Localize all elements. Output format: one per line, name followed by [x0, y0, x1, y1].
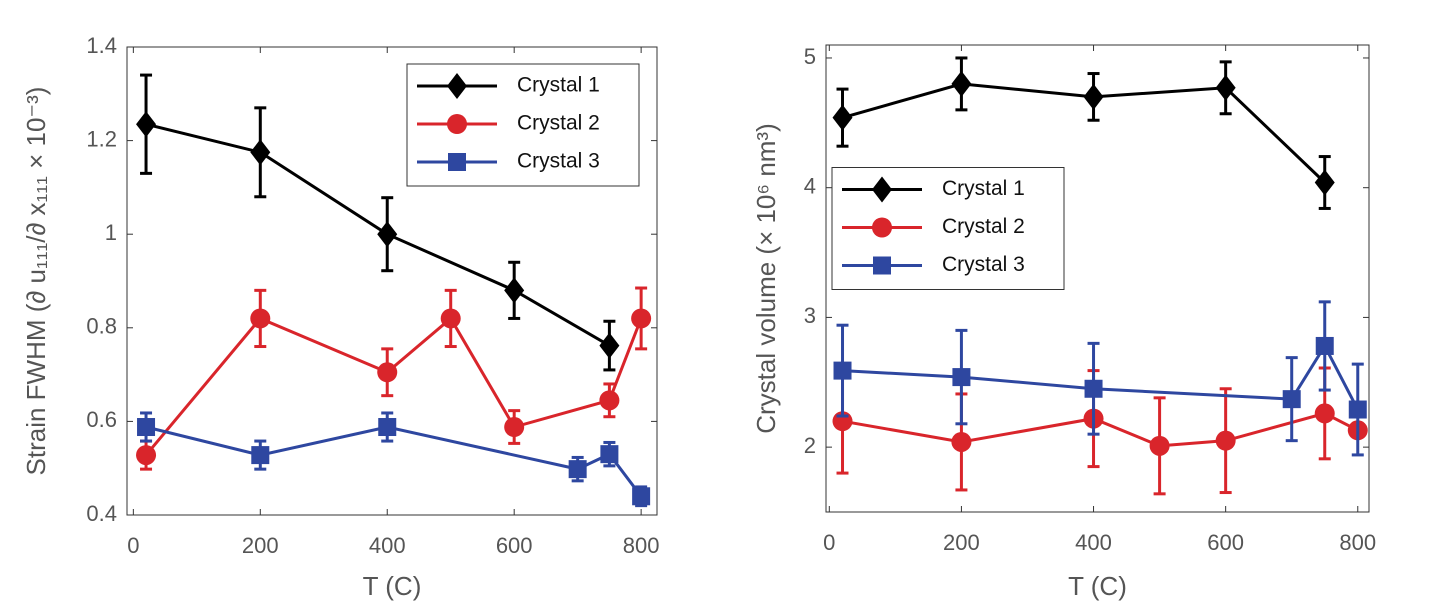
marker: [136, 445, 157, 466]
marker: [1314, 403, 1335, 424]
x-tick-label: 0: [127, 533, 139, 558]
chart: 0 200 400 600 800 0.4 0.6 0.8 1 1.2 1.4 T (C) Strain…: [21, 33, 660, 601]
marker: [632, 487, 651, 506]
x-tick-label: 400: [1075, 530, 1112, 555]
y-tick-label: 0.4: [86, 501, 117, 526]
x-tick-label: 400: [369, 533, 406, 558]
x-tick-label: 200: [943, 530, 980, 555]
marker: [600, 445, 619, 464]
marker: [832, 104, 853, 131]
x-tick-label: 200: [242, 533, 279, 558]
legend-label: Crystal 3: [942, 253, 1025, 276]
marker: [250, 308, 271, 329]
marker: [1215, 430, 1236, 451]
y-tick-label: 0.8: [86, 314, 117, 339]
legend: Crystal 1 Crystal 2 Crystal 3: [406, 63, 640, 187]
marker: [951, 70, 972, 97]
marker: [833, 361, 852, 380]
legend-label: Crystal 2: [942, 215, 1025, 238]
marker: [599, 332, 620, 359]
x-tick-label: 800: [1339, 530, 1376, 555]
legend-label: Crystal 1: [942, 177, 1025, 200]
x-tick-label: 600: [496, 533, 533, 558]
y-axis-label: Crystal volume (× 10⁶ nm³): [751, 123, 781, 434]
marker: [951, 431, 972, 452]
marker: [1348, 400, 1367, 419]
legend-marker: [448, 153, 466, 171]
x-axis-label: T (C): [1068, 571, 1127, 601]
y-tick-label: 0.6: [86, 407, 117, 432]
marker: [1282, 390, 1301, 409]
marker: [251, 446, 270, 465]
plot-frame: [825, 44, 1370, 513]
legend-label: Crystal 2: [517, 112, 600, 135]
marker: [136, 111, 157, 138]
marker: [377, 362, 398, 383]
legend: Crystal 1 Crystal 2 Crystal 3: [831, 167, 1065, 290]
y-tick-label: 2: [804, 433, 816, 458]
y-axis-label: Strain FWHM (∂ u₁₁₁/∂ x₁₁₁ × 10⁻³): [21, 87, 51, 476]
marker: [952, 368, 971, 387]
legend-marker: [872, 217, 892, 238]
marker: [1149, 435, 1170, 456]
x-tick-label: 800: [623, 533, 660, 558]
marker: [1083, 83, 1104, 110]
marker: [378, 418, 397, 437]
legend-marker: [872, 176, 892, 203]
marker: [504, 277, 525, 304]
legend-marker: [447, 73, 467, 99]
y-tick-label: 1.4: [86, 33, 117, 58]
x-tick-label: 600: [1207, 530, 1244, 555]
chart: 0 200 400 600 800 2 3 4 5 T (C) Crystal volume (× …: [751, 44, 1376, 601]
marker: [1314, 169, 1335, 196]
legend-label: Crystal 1: [517, 74, 600, 97]
marker: [1315, 336, 1334, 355]
legend-marker: [873, 256, 891, 275]
marker: [377, 221, 398, 248]
marker: [599, 390, 620, 411]
y-tick-label: 4: [804, 174, 816, 199]
marker: [631, 308, 652, 329]
marker: [1084, 379, 1103, 398]
x-axis-label: T (C): [363, 571, 422, 601]
series-line: [842, 342, 1360, 411]
y-tick-label: 1: [105, 220, 117, 245]
marker: [1215, 74, 1236, 101]
y-tick-label: 1.2: [86, 126, 117, 151]
legend-label: Crystal 3: [517, 150, 600, 173]
x-tick-label: 0: [823, 530, 835, 555]
y-tick-label: 3: [804, 303, 816, 328]
marker: [440, 308, 461, 329]
plot-frame: [126, 46, 658, 516]
legend-marker: [447, 114, 467, 134]
marker: [137, 418, 156, 437]
series-line: [145, 425, 643, 498]
marker: [250, 139, 271, 166]
y-tick-label: 5: [804, 44, 816, 69]
marker: [568, 460, 587, 479]
marker: [504, 417, 525, 438]
